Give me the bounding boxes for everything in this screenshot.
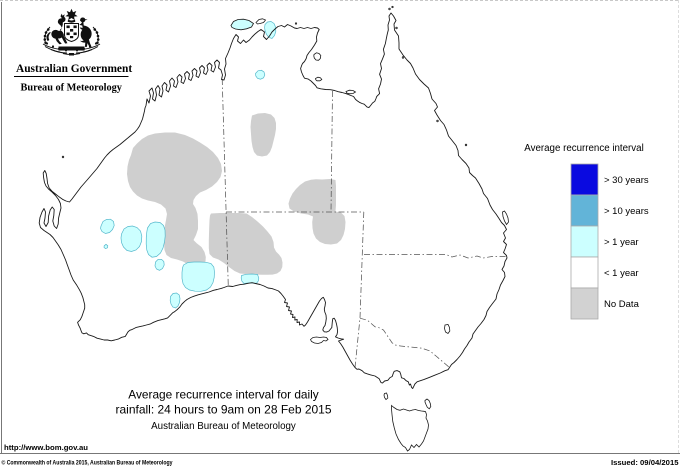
svg-text:© Commonwealth of Australia 20: © Commonwealth of Australia 2015, Austra… bbox=[2, 459, 173, 467]
svg-text:Issued: 09/04/2015: Issued: 09/04/2015 bbox=[611, 458, 679, 467]
svg-text:http://www.bom.gov.au: http://www.bom.gov.au bbox=[4, 443, 89, 452]
svg-text:Average recurrence interval fo: Average recurrence interval for daily bbox=[128, 388, 319, 402]
svg-text:Bureau of Meteorology: Bureau of Meteorology bbox=[21, 83, 123, 94]
svg-text:< 1 year: < 1 year bbox=[604, 268, 639, 279]
svg-text:No Data: No Data bbox=[604, 299, 640, 310]
svg-text:> 1 year: > 1 year bbox=[604, 237, 639, 248]
svg-text:Australian Government: Australian Government bbox=[16, 63, 132, 75]
svg-text:> 30 years: > 30 years bbox=[604, 175, 649, 186]
svg-text:Average recurrence interval: Average recurrence interval bbox=[524, 143, 644, 154]
svg-text:Australian Bureau of Meteorolo: Australian Bureau of Meteorology bbox=[151, 421, 296, 432]
svg-text:> 10 years: > 10 years bbox=[604, 206, 649, 217]
svg-text:rainfall: 24 hours to 9am on 2: rainfall: 24 hours to 9am on 28 Feb 2015 bbox=[116, 403, 332, 417]
